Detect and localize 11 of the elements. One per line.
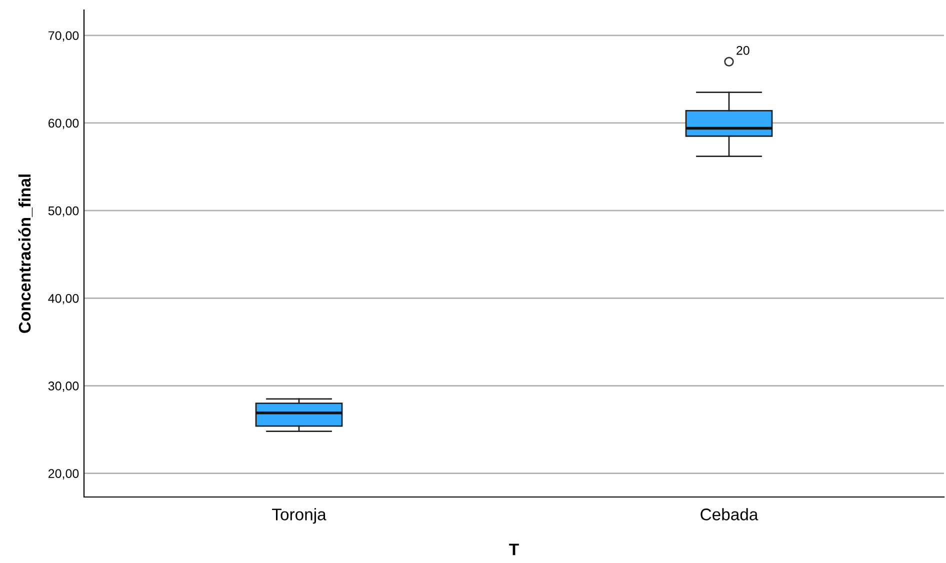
x-tick-label: Toronja (272, 508, 326, 524)
y-tick-label: 60,00 (48, 118, 79, 130)
x-axis-title: T (509, 544, 519, 556)
y-tick-label: 50,00 (48, 206, 79, 217)
y-tick-label: 40,00 (48, 294, 79, 304)
y-tick-label: 20,00 (48, 469, 79, 480)
annotation: 20 (736, 46, 750, 55)
y-tick-label: 70,00 (48, 31, 79, 42)
y-axis-title: Concentración_final (18, 174, 33, 333)
x-tick-label: Cebada (700, 508, 758, 520)
y-tick-label: 30,00 (48, 382, 79, 392)
